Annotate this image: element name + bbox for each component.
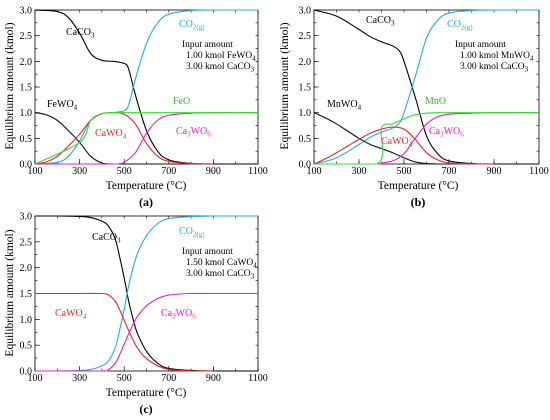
panel-a-label-caco3: CaCO3 <box>66 27 95 40</box>
panel-c-xtick-label: 100 <box>28 373 43 384</box>
panel-a-label-cawo4: CaWO4 <box>95 128 127 141</box>
panel-b-xtick-label: 700 <box>442 166 457 177</box>
panel-a-ytick-label: 1.5 <box>20 83 33 94</box>
panel-a-label-co2: CO2(g) <box>179 19 205 32</box>
panel-a-xtick-label: 700 <box>161 166 176 177</box>
panel-c-xtick-label: 300 <box>72 373 87 384</box>
panel-b-xtick-label: 300 <box>352 166 367 177</box>
panel-b-ytick-label: 1.5 <box>299 83 312 94</box>
panel-a-ytick-label: 1.0 <box>20 108 33 119</box>
panel-c-label-caco3: CaCO3 <box>92 232 121 245</box>
panel-b-input-line-2: 3.00 kmol CaCO3 <box>460 62 529 74</box>
panel-b-series-mnwo4 <box>313 112 449 165</box>
panel-b-label: (b) <box>411 195 426 209</box>
panel-b-label-cawo4: CaWO4 <box>381 136 413 149</box>
panel-b-xtick-label: 500 <box>397 166 412 177</box>
panel-b-xtick-label: 900 <box>487 166 502 177</box>
panel-b-xlabel: Temperature (°C) <box>378 180 459 192</box>
panel-c-input-line-1: 1.50 kmol CaWO4 <box>186 258 257 270</box>
panel-b-ytick-label: 0.5 <box>299 134 312 145</box>
panel-a-ytick-label: 0.0 <box>20 160 33 171</box>
panel-b-input-line-1: 1.00 kmol MnWO4 <box>460 51 534 63</box>
panel-c-series-co2 <box>34 215 258 372</box>
panel-b-series-caco3 <box>313 9 539 165</box>
panel-a-xlabel: Temperature (°C) <box>106 180 187 192</box>
panel-a-ytick-label: 3.0 <box>20 6 33 17</box>
panel-b-frame <box>313 9 540 165</box>
panel-c-label-cawo4: CaWO4 <box>55 308 87 321</box>
panel-b-ytick-label: 2.0 <box>299 57 312 68</box>
panel-c: Equilibrium amount (kmol) 100 300 500 700 90… <box>4 212 268 417</box>
panel-c-ytick-label: 1.5 <box>20 289 33 300</box>
panel-a-series-feo <box>34 112 258 165</box>
panel-a-input-line-2: 3.00 kmol CaCO3 <box>186 62 255 74</box>
panel-b-ytick-label: 1.0 <box>299 108 312 119</box>
panel-b-xtick-label: 100 <box>307 166 322 177</box>
panel-a-xtick-label: 100 <box>28 166 43 177</box>
panel-c-xtick-label: 700 <box>161 373 176 384</box>
panel-b-label-co2: CO2(g) <box>447 19 473 32</box>
panel-b-ylabel: Equilibrium amount (kmol) <box>279 22 291 149</box>
panel-b: Equilibrium amount (kmol) 100 300 500 700 90… <box>279 6 549 210</box>
panel-b-label-mno: MnO <box>425 96 446 107</box>
panel-c-ylabel: Equilibrium amount (kmol) <box>4 229 16 356</box>
panel-c-xtick-label: 500 <box>117 373 132 384</box>
panel-c-plot: 100 300 500 700 900 1100 0.0 0.5 1.0 1.5 2.0 2.5 3.0 <box>20 212 268 385</box>
panel-b-series-cawo4 <box>313 126 494 165</box>
panel-c-ytick-label: 0.0 <box>20 367 33 378</box>
panel-b-ytick-label: 3.0 <box>299 6 312 17</box>
panel-b-ytick-label: 2.5 <box>299 31 312 42</box>
panel-a-xtick-label: 1100 <box>248 166 268 177</box>
panel-b-xtick-label: 1100 <box>529 166 549 177</box>
panel-b-ytick-label: 0.0 <box>299 160 312 171</box>
panel-c-xtick-label: 900 <box>206 373 221 384</box>
panel-b-input-title: Input amount <box>455 40 506 50</box>
panel-b-label-caco3: CaCO3 <box>366 15 395 28</box>
panel-a-ytick-label: 2.5 <box>20 31 33 42</box>
panel-c-xlabel: Temperature (°C) <box>106 387 187 399</box>
panel-a-series-co2 <box>34 9 258 165</box>
panel-c-series-ca3wo6 <box>34 292 258 372</box>
panel-a-ytick-label: 2.0 <box>20 57 33 68</box>
panel-c-ytick-label: 3.0 <box>20 212 33 223</box>
panel-c-ytick-label: 2.0 <box>20 263 33 274</box>
panel-c-ytick-label: 2.5 <box>20 237 33 248</box>
panel-c-label: (c) <box>139 402 152 416</box>
panel-c-label-co2: CO2(g) <box>179 226 205 239</box>
panel-c-input-line-2: 3.00 kmol CaCO3 <box>186 269 255 281</box>
panel-a-label-feo: FeO <box>173 96 190 107</box>
panel-c-series-cawo4 <box>35 292 214 372</box>
panel-a: Equilibrium amount (kmol) 100 300 500 700 90… <box>4 6 268 210</box>
panel-c-input-title: Input amount <box>182 247 233 257</box>
panel-a-label-ca3wo6: Ca3WO6 <box>176 126 211 139</box>
panel-a-xtick-label: 900 <box>206 166 221 177</box>
panel-a-ylabel: Equilibrium amount (kmol) <box>4 22 16 149</box>
panel-b-series-co2 <box>313 9 539 165</box>
panel-a-ytick-label: 0.5 <box>20 134 33 145</box>
panel-a-plot: 100 300 500 700 900 1100 0.0 0.5 1.0 1.5 2.0 2.5 3.0 <box>20 6 268 178</box>
panel-a-label: (a) <box>139 195 153 209</box>
panel-a-input-line-1: 1.00 kmol FeWO4 <box>186 51 256 63</box>
panel-a-xtick-label: 300 <box>72 166 87 177</box>
panel-c-series-caco3 <box>34 215 258 372</box>
panel-a-xtick-label: 500 <box>117 166 132 177</box>
panel-b-series-ca3wo6 <box>314 112 540 165</box>
panel-c-label-ca3wo6: Ca3WO6 <box>161 308 196 321</box>
panel-a-label-fewo4: FeWO4 <box>47 99 78 112</box>
panel-b-label-mnwo4: MnWO4 <box>327 99 362 112</box>
panel-b-plot: 100 300 500 700 900 1100 0.0 0.5 1.0 1.5 2.0 2.5 3.0 <box>299 6 549 178</box>
panel-b-label-ca3wo6: Ca3WO6 <box>429 126 464 139</box>
panel-c-ytick-label: 0.5 <box>20 341 33 352</box>
panel-c-ytick-label: 1.0 <box>20 315 33 326</box>
panel-b-series-mno <box>314 112 539 165</box>
panel-c-xtick-label: 1100 <box>248 373 268 384</box>
panel-a-input-title: Input amount <box>182 40 233 50</box>
